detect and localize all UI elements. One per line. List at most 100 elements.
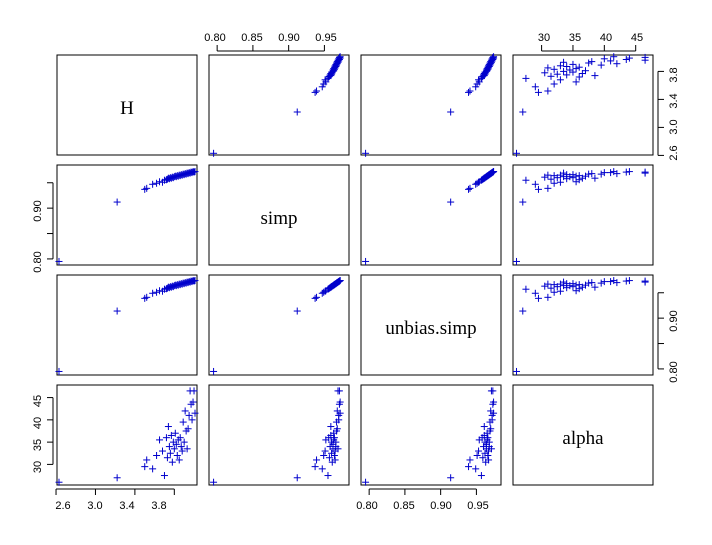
- point-alpha-vs-simp-4: [318, 465, 326, 473]
- point-unbias-simp-vs-simp-35: [335, 278, 343, 286]
- point-unbias-simp-vs-alpha-0: [513, 367, 521, 375]
- point-H-vs-simp-7: [321, 76, 329, 84]
- point-H-vs-alpha-21: [572, 65, 580, 73]
- panel-frame-simp-unbias-simp: [360, 164, 502, 266]
- point-alpha-vs-H-28: [181, 407, 189, 415]
- point-simp-vs-unbias-simp-35: [488, 169, 496, 177]
- panel-frame-simp-simp: [208, 164, 350, 266]
- point-simp-vs-unbias-simp-38: [490, 168, 498, 176]
- point-alpha-vs-simp-23: [330, 434, 338, 442]
- point-unbias-simp-vs-alpha-30: [560, 278, 568, 286]
- point-unbias-simp-vs-alpha-1: [519, 307, 527, 315]
- point-H-vs-alpha-15: [541, 69, 549, 77]
- point-alpha-vs-simp-20: [330, 451, 338, 459]
- point-unbias-simp-vs-H-0: [55, 367, 63, 375]
- point-H-vs-alpha-24: [563, 63, 571, 70]
- tick-label-alpha-left-2: 40: [32, 417, 44, 429]
- point-unbias-simp-vs-alpha-7: [556, 287, 564, 295]
- axis-lines: [47, 45, 664, 495]
- point-alpha-vs-simp-38: [336, 409, 344, 417]
- point-unbias-simp-vs-H-38: [191, 277, 199, 285]
- panel-frame-unbias-simp-alpha: [512, 274, 654, 376]
- tick-label-simp-top-2: 0.90: [278, 32, 299, 44]
- point-H-vs-alpha-26: [597, 61, 605, 69]
- point-alpha-vs-simp-10: [325, 454, 333, 462]
- point-H-vs-alpha-3: [544, 87, 552, 95]
- point-alpha-vs-simp-2: [311, 463, 319, 471]
- point-unbias-simp-vs-simp-38: [336, 277, 344, 285]
- tick-label-H-bottom-3: 3.8: [151, 500, 166, 512]
- point-simp-vs-alpha-27: [569, 171, 577, 179]
- point-unbias-simp-vs-alpha-11: [591, 283, 599, 291]
- tick-label-alpha-left-0: 30: [32, 461, 44, 473]
- point-H-vs-alpha-30: [560, 58, 568, 66]
- panel-frame-H-unbias-simp: [360, 54, 502, 156]
- point-unbias-simp-vs-alpha-5: [550, 288, 558, 296]
- point-unbias-simp-vs-H-1: [113, 307, 121, 315]
- point-unbias-simp-vs-alpha-2: [534, 294, 542, 302]
- point-alpha-vs-H-30: [183, 445, 191, 453]
- point-H-vs-unbias-simp-1: [447, 108, 455, 116]
- point-alpha-vs-unbias-simp-8: [477, 472, 485, 480]
- point-unbias-simp-vs-alpha-37: [641, 277, 649, 285]
- point-alpha-vs-H-5: [153, 451, 161, 459]
- point-unbias-simp-vs-simp-2: [311, 294, 319, 302]
- point-unbias-simp-vs-alpha-31: [588, 279, 596, 287]
- tick-label-alpha-top-1: 35: [569, 32, 581, 44]
- point-unbias-simp-vs-alpha-36: [625, 277, 633, 285]
- point-H-vs-alpha-1: [519, 108, 527, 116]
- point-simp-vs-unbias-simp-37: [489, 168, 497, 176]
- panel-frames: [56, 54, 654, 486]
- point-H-vs-unbias-simp-0: [362, 149, 370, 157]
- point-unbias-simp-vs-alpha-38: [610, 277, 618, 285]
- point-alpha-vs-unbias-simp-4: [472, 465, 480, 473]
- panel-title-simp: simp: [261, 208, 298, 229]
- point-H-vs-alpha-34: [622, 56, 630, 63]
- tick-label-H-right-2: 3.4: [668, 93, 680, 108]
- point-alpha-vs-unbias-simp-10: [479, 454, 487, 462]
- point-alpha-vs-simp-5: [320, 451, 328, 459]
- point-alpha-vs-H-32: [185, 411, 193, 419]
- point-alpha-vs-unbias-simp-0: [362, 478, 370, 486]
- point-simp-vs-H-37: [190, 168, 198, 176]
- point-simp-vs-alpha-4: [531, 180, 539, 188]
- point-alpha-vs-H-14: [167, 431, 175, 439]
- point-alpha-vs-unbias-simp-3: [466, 456, 474, 464]
- tick-label-unbias-simp-bottom-2: 0.90: [430, 500, 451, 512]
- point-H-vs-alpha-27: [569, 60, 577, 68]
- point-unbias-simp-vs-H-4: [149, 289, 157, 297]
- point-unbias-simp-vs-alpha-24: [563, 280, 571, 288]
- point-H-vs-simp-38: [336, 53, 344, 61]
- point-alpha-vs-simp-11: [327, 423, 335, 431]
- panel-frame-unbias-simp-simp: [208, 274, 350, 376]
- point-H-vs-alpha-6: [572, 78, 580, 86]
- panel-frame-alpha-alpha: [512, 384, 654, 486]
- panel-frame-simp-H: [56, 164, 198, 266]
- point-simp-vs-alpha-5: [550, 179, 558, 187]
- point-alpha-vs-simp-36: [336, 398, 344, 406]
- tick-label-H-right-3: 3.8: [668, 67, 680, 82]
- point-alpha-vs-H-37: [190, 387, 198, 395]
- point-H-vs-alpha-35: [600, 55, 608, 63]
- point-simp-vs-unbias-simp-3: [466, 184, 474, 192]
- point-simp-vs-H-3: [143, 184, 151, 192]
- point-simp-vs-alpha-37: [641, 168, 649, 176]
- point-alpha-vs-unbias-simp-7: [475, 447, 483, 455]
- point-unbias-simp-vs-alpha-4: [531, 289, 539, 297]
- point-H-vs-alpha-20: [550, 65, 558, 73]
- point-H-vs-alpha-25: [556, 62, 564, 70]
- point-alpha-vs-H-13: [166, 449, 174, 457]
- panel-title-H: H: [120, 98, 134, 119]
- point-H-vs-alpha-22: [544, 64, 552, 72]
- point-alpha-vs-H-4: [149, 465, 157, 473]
- point-simp-vs-alpha-35: [600, 169, 608, 177]
- point-H-vs-alpha-17: [560, 67, 568, 75]
- point-simp-vs-alpha-3: [544, 184, 552, 192]
- tick-label-alpha-left-3: 45: [32, 395, 44, 407]
- point-alpha-vs-H-11: [164, 423, 172, 431]
- point-unbias-simp-vs-H-37: [190, 277, 198, 285]
- point-simp-vs-alpha-7: [556, 178, 564, 186]
- tick-label-alpha-top-3: 45: [631, 32, 643, 44]
- point-H-vs-unbias-simp-2: [465, 88, 473, 96]
- point-unbias-simp-vs-alpha-20: [550, 281, 558, 289]
